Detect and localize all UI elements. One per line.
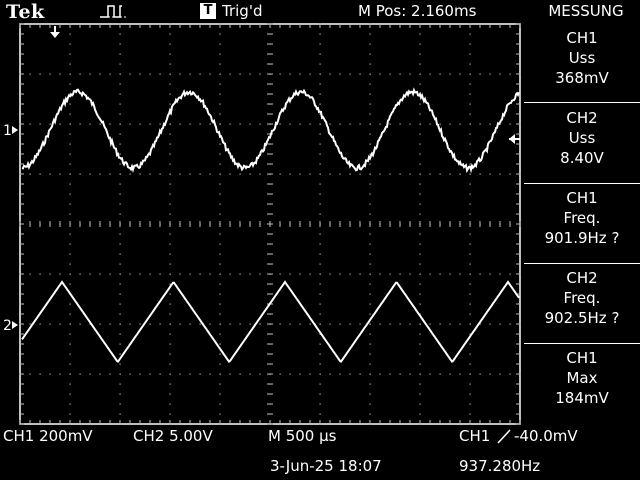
horizontal-position: M Pos: 2.160ms [358,2,477,20]
measurement-value: 184mV [555,389,609,407]
trigger-position-marker [50,26,60,38]
measurement-type: Max [566,369,598,387]
measurement-4[interactable]: CH2 Freq. 902.5Hz ? [524,268,640,328]
svg-text:1: 1 [3,123,12,139]
ch2-scale: CH2 5.00V [133,427,213,445]
measurement-source: CH1 [566,189,598,207]
measurement-3[interactable]: CH1 Freq. 901.9Hz ? [524,188,640,248]
ch1-waveform [21,87,520,174]
measurement-value: 8.40V [560,149,604,167]
measurement-type: Freq. [563,209,601,227]
measurement-source: CH2 [566,109,598,127]
measurement-2[interactable]: CH2 Uss 8.40V [524,108,640,168]
menu-separator [524,183,640,184]
date-time: 3-Jun-25 18:07 [270,457,382,475]
run-pulse-icon [100,5,128,18]
measurement-5[interactable]: CH1 Max 184mV [524,348,640,408]
trigger-state: Trig'd [222,2,263,20]
measurement-value: 368mV [555,69,609,87]
trigger-badge: T [200,3,216,19]
measurement-source: CH1 [566,29,598,47]
ch1-ground-marker: 1 [3,123,18,139]
brand-logo: Tek [6,1,45,23]
measurement-value: 901.9Hz ? [544,229,620,247]
measurement-1[interactable]: CH1 Uss 368mV [524,28,640,88]
trigger-level-marker [509,134,520,144]
measurement-source: CH1 [566,349,598,367]
trigger-level: -40.0mV [514,427,578,445]
measurement-type: Uss [568,49,596,67]
measurement-type: Freq. [563,289,601,307]
ch1-scale: CH1 200mV [3,427,93,445]
svg-text:2: 2 [3,318,12,334]
graticule [19,23,521,425]
menu-separator [524,263,640,264]
ch2-waveform [21,280,520,363]
menu-separator [524,343,640,344]
measurement-value: 902.5Hz ? [544,309,620,327]
time-scale: M 500 µs [268,427,337,445]
measurement-type: Uss [568,129,596,147]
rising-edge-icon [497,429,511,444]
ch2-ground-marker: 2 [3,318,18,334]
trigger-source: CH1 [459,427,491,445]
measure-menu-title[interactable]: MESSUNG [548,2,624,20]
menu-separator [524,102,640,103]
measurement-source: CH2 [566,269,598,287]
trigger-frequency: 937.280Hz [459,457,541,475]
